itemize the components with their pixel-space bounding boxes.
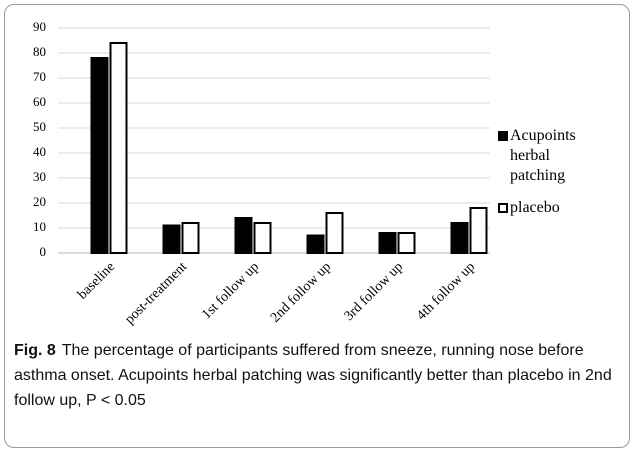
bar xyxy=(325,212,344,254)
legend-item: Acupoints herbal patching xyxy=(498,126,628,186)
bar xyxy=(90,57,109,254)
y-tick-label: 40 xyxy=(33,144,46,159)
y-tick-label: 80 xyxy=(33,44,46,59)
bar xyxy=(306,234,325,254)
figure-frame xyxy=(4,4,630,448)
caption-text: The percentage of participants suffered … xyxy=(14,342,612,409)
bar xyxy=(109,42,128,254)
bar xyxy=(253,222,272,254)
bar xyxy=(181,222,200,254)
legend-label: placebo xyxy=(510,199,560,216)
y-tick-label: 70 xyxy=(33,69,46,84)
legend-swatch xyxy=(498,203,508,213)
x-tick-label: post-treatment xyxy=(122,259,190,327)
legend-item: placebo xyxy=(498,198,628,218)
x-tick-label: baseline xyxy=(75,259,118,302)
bar xyxy=(378,232,397,254)
bar xyxy=(234,217,253,254)
x-tick-label: 4th follow up xyxy=(414,259,478,323)
legend-swatch xyxy=(498,131,508,141)
bar xyxy=(450,222,469,254)
legend-label: Acupoints herbal patching xyxy=(510,127,576,184)
bar xyxy=(469,207,488,254)
x-tick-label: 2nd follow up xyxy=(268,259,334,325)
y-tick-label: 0 xyxy=(40,244,47,259)
y-tick-label: 20 xyxy=(33,194,46,209)
caption-label: Fig. 8 xyxy=(14,342,56,359)
x-tick-label: 1st follow up xyxy=(199,259,262,322)
bar xyxy=(162,224,181,254)
y-tick-label: 10 xyxy=(33,219,46,234)
x-tick-label: 3rd follow up xyxy=(342,259,407,324)
y-tick-label: 30 xyxy=(33,169,46,184)
y-tick-label: 60 xyxy=(33,94,46,109)
bar xyxy=(397,232,416,254)
y-tick-label: 90 xyxy=(33,19,46,34)
legend: Acupoints herbal patching placebo xyxy=(498,126,628,230)
y-tick-label: 50 xyxy=(33,119,46,134)
caption: Fig. 8 The percentage of participants suf… xyxy=(14,338,622,413)
